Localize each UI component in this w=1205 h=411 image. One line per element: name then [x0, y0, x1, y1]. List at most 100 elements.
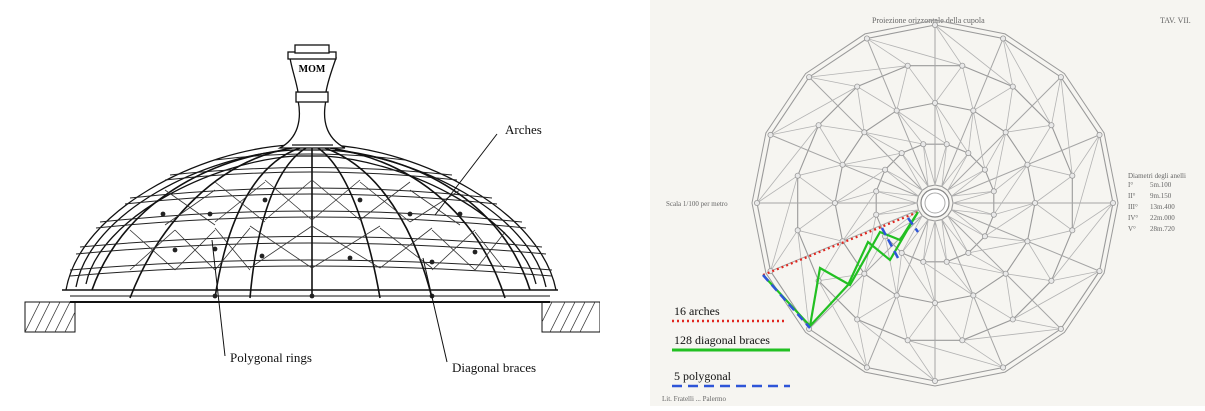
plan-node — [931, 100, 938, 107]
plan-diagonal-brace — [934, 102, 969, 154]
plan-diagonal-brace — [962, 328, 1061, 341]
plan-diagonal-brace — [934, 24, 963, 66]
dome-elevation-svg: MOM — [24, 44, 601, 363]
plan-diagonal-brace — [934, 144, 948, 186]
plan-diagonal-brace — [901, 152, 923, 191]
plan-diagonal-brace — [952, 190, 994, 204]
plan-diagonal-brace — [876, 190, 919, 197]
plan-diagonal-brace — [770, 175, 799, 272]
plan-diagonal-brace — [934, 65, 963, 104]
highlight-overlay — [762, 210, 920, 329]
plan-diagonal-brace — [1002, 38, 1052, 126]
plan-diagonal-brace — [1005, 86, 1014, 133]
dome-plan-plate: Proiezione orizzontale della cupola TAV.… — [650, 0, 1205, 406]
plan-diagonal-brace — [907, 339, 1004, 368]
plan-node — [767, 131, 774, 138]
diameter-ring: I° — [1128, 181, 1134, 189]
plan-diagonal-brace — [947, 215, 969, 254]
plan-node — [965, 150, 972, 157]
plan-node — [854, 83, 861, 90]
plan-diagonal-brace — [941, 219, 969, 254]
label-arches: Arches — [505, 122, 542, 137]
plan-node — [1096, 268, 1103, 275]
plan-diagonal-brace — [973, 86, 1013, 111]
plan-diagonal-brace — [1012, 319, 1061, 330]
plan-outer-ring — [751, 19, 1119, 387]
diameter-row: V° 28m.720 — [1128, 224, 1186, 235]
plan-node — [794, 172, 801, 179]
plan-diagonal-brace — [884, 215, 923, 237]
plan-node — [970, 292, 977, 299]
plan-node — [1048, 122, 1055, 129]
plan-node — [990, 188, 997, 195]
plan-diagonal-brace — [884, 236, 898, 296]
plan-node — [1009, 83, 1016, 90]
diameter-value: 5m.100 — [1150, 181, 1172, 189]
plan-diagonal-brace — [947, 169, 986, 191]
plan-node — [931, 299, 938, 306]
plan-diagonal-brace — [922, 220, 936, 262]
plan-svg — [672, 19, 1119, 388]
plan-node — [1024, 161, 1031, 168]
plan-diagonal-brace — [842, 191, 877, 242]
plan-diagonal-brace — [952, 202, 994, 216]
plan-diagonal-brace — [756, 175, 798, 204]
plan-node — [893, 292, 900, 299]
plan-diagonal-brace — [922, 261, 936, 304]
plan-diagonal-brace — [1051, 270, 1100, 282]
plate-title: Proiezione orizzontale della cupola — [872, 16, 985, 25]
arches — [91, 147, 531, 299]
diameter-value: 22m.000 — [1150, 214, 1175, 222]
plan-diagonal-brace — [842, 152, 902, 166]
diameter-value: 9m.150 — [1150, 192, 1172, 200]
plan-node — [931, 377, 938, 384]
plan-node — [863, 35, 870, 42]
plan-diagonal-brace — [797, 164, 843, 177]
plan-diagonal-brace — [1005, 124, 1052, 133]
plan-diagonal-brace — [984, 132, 1007, 170]
plan-node — [1031, 199, 1038, 206]
diameter-ring: II° — [1128, 192, 1136, 200]
plan-diagonal-brace — [834, 190, 877, 204]
plan-node — [959, 337, 966, 344]
plan-node — [1109, 199, 1116, 206]
plan-diagonal-brace — [770, 230, 799, 272]
plan-diagonal-brace — [1072, 202, 1114, 231]
plan-diagonal-brace — [946, 261, 1006, 275]
label-polygonal-rings: Polygonal rings — [230, 350, 312, 365]
plan-node — [854, 316, 861, 323]
diameters-title: Diametri degli anelli — [1128, 172, 1186, 180]
plan-node — [893, 107, 900, 114]
diameters-table: Diametri degli anelli I° 5m.100 II° 9m.150 I… — [1128, 172, 1186, 235]
legend-swatches — [672, 319, 790, 388]
plan-oculus-inner — [924, 192, 946, 214]
plan-diagonal-brace — [901, 152, 929, 187]
plan-node — [1009, 316, 1016, 323]
plan-node — [863, 364, 870, 371]
plan-diagonal-brace — [818, 241, 843, 281]
plan-diagonal-brace — [1034, 202, 1073, 231]
plan-diagonal-brace — [907, 340, 936, 382]
plan-diagonal-brace — [968, 252, 1006, 275]
plan-diagonal-brace — [993, 202, 1036, 216]
plan-diagonal-brace — [972, 110, 986, 170]
plan-diagonal-brace — [856, 319, 868, 368]
plan-diagonal-brace — [973, 295, 1013, 320]
plan-diagonal-brace — [934, 24, 1014, 87]
plan-node — [873, 188, 880, 195]
plan-node — [898, 249, 905, 256]
plan-geometry — [751, 19, 1119, 387]
diameter-row: IV° 22m.000 — [1128, 213, 1186, 224]
plan-diagonal-brace — [842, 164, 886, 171]
diameter-row: III° 13m.400 — [1128, 202, 1186, 213]
plan-node — [839, 161, 846, 168]
plan-diagonal-brace — [896, 110, 947, 145]
plan-diagonal-brace — [856, 319, 936, 382]
plan-diagonal-brace — [1027, 164, 1073, 177]
plan-diagonal-brace — [1071, 134, 1100, 231]
plan-diagonal-brace — [1034, 175, 1073, 204]
plan-node — [959, 62, 966, 69]
legend-label-braces: 128 diagonal braces — [674, 333, 770, 347]
plan-diagonal-brace — [907, 65, 936, 104]
plan-diagonal-brace — [842, 214, 877, 242]
